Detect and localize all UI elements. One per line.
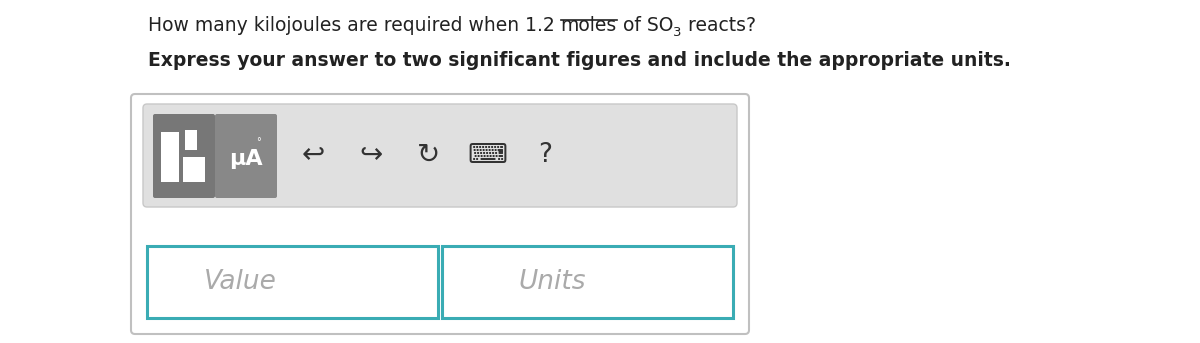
Bar <box>161 132 179 182</box>
FancyBboxPatch shape <box>148 246 438 318</box>
Text: Units: Units <box>518 269 587 295</box>
Text: Express your answer to two significant figures and include the appropriate units: Express your answer to two significant f… <box>148 51 1010 70</box>
FancyBboxPatch shape <box>143 104 737 207</box>
Text: ↩: ↩ <box>301 141 325 168</box>
FancyBboxPatch shape <box>154 114 215 198</box>
Text: reacts?: reacts? <box>682 16 756 35</box>
Bar <box>185 130 196 148</box>
Text: Value: Value <box>204 269 276 295</box>
FancyBboxPatch shape <box>215 114 277 198</box>
Text: ?: ? <box>538 142 552 167</box>
Text: moles: moles <box>560 16 617 35</box>
FancyBboxPatch shape <box>442 246 733 318</box>
Text: How many kilojoules are required when 1.2: How many kilojoules are required when 1.… <box>148 16 560 35</box>
Text: ↪: ↪ <box>359 141 383 168</box>
FancyBboxPatch shape <box>131 94 749 334</box>
Text: of SO: of SO <box>617 16 673 35</box>
Text: ⌨: ⌨ <box>467 141 508 168</box>
Text: μA: μA <box>229 149 263 169</box>
Bar <box>185 130 197 150</box>
Text: °: ° <box>256 137 260 147</box>
Text: 3: 3 <box>673 26 682 39</box>
Bar <box>184 157 205 182</box>
Text: ↻: ↻ <box>418 141 440 168</box>
